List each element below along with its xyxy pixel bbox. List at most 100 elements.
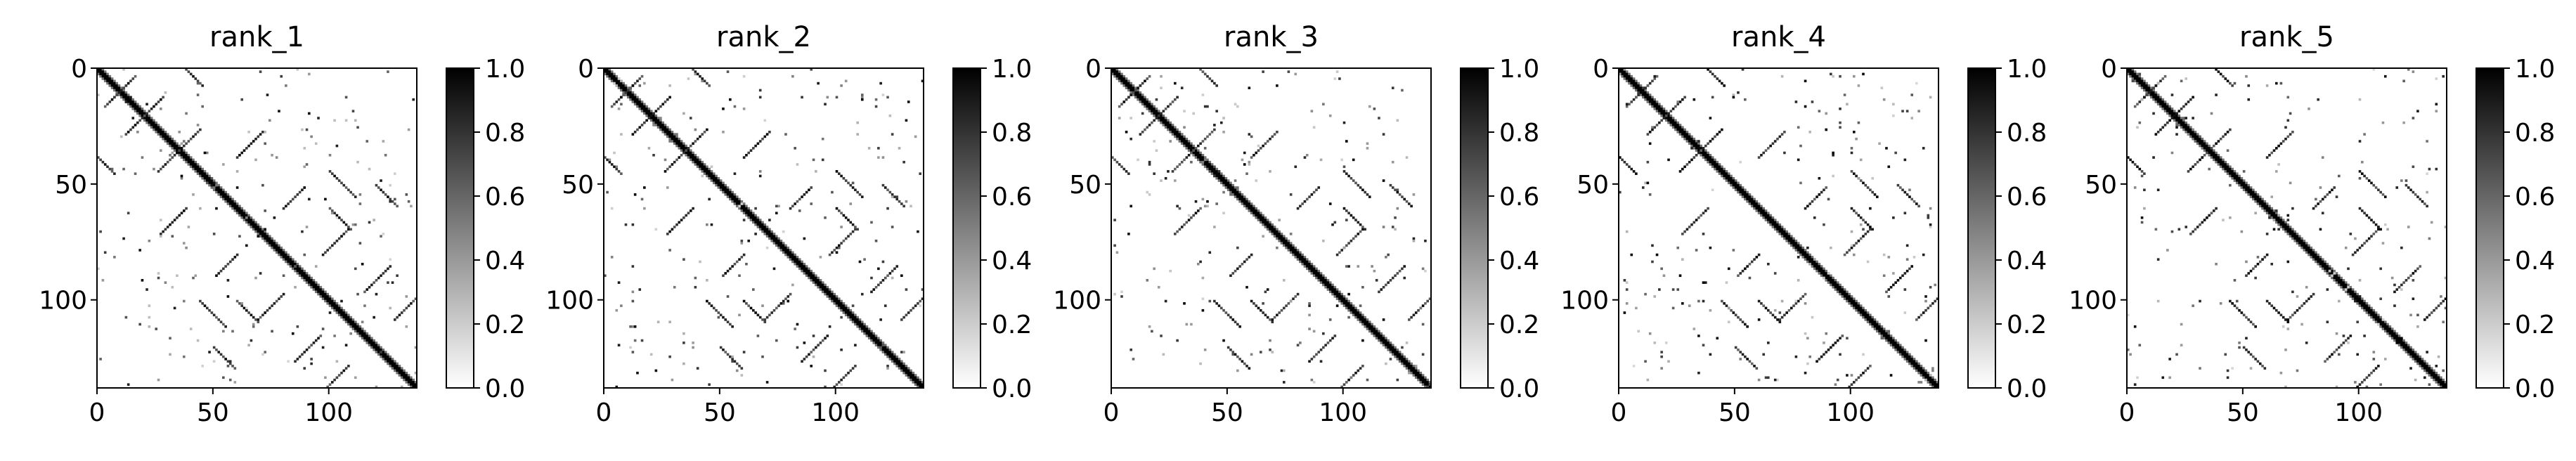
- heatmap-cell: [245, 216, 248, 219]
- heatmap-cell: [854, 365, 857, 368]
- heatmap-cell: [796, 346, 799, 349]
- heatmap-cell: [305, 163, 309, 166]
- heatmap-cell: [2129, 70, 2132, 73]
- heatmap-cell: [640, 103, 644, 106]
- heatmap-cell: [106, 165, 109, 169]
- heatmap-cell: [1748, 197, 1752, 201]
- heatmap-cell: [884, 344, 887, 346]
- heatmap-cell: [205, 179, 209, 182]
- heatmap-cell: [2201, 140, 2204, 143]
- heatmap-cell: [1164, 124, 1167, 126]
- heatmap-cell: [1753, 197, 1756, 201]
- heatmap-cell: [136, 105, 139, 108]
- heatmap-cell: [777, 246, 780, 249]
- heatmap-cell: [103, 105, 107, 108]
- heatmap-cell: [1331, 292, 1334, 296]
- heatmap-cell: [1846, 290, 1849, 294]
- heatmap-cell: [1850, 295, 1853, 298]
- heatmap-cell: [1120, 165, 1123, 169]
- heatmap-cell: [1739, 318, 1742, 321]
- heatmap-cell: [210, 176, 214, 180]
- heatmap-cell: [2161, 100, 2165, 103]
- heatmap-cell: [1707, 68, 1709, 71]
- heatmap-cell: [1352, 311, 1355, 314]
- heatmap-cell: [842, 214, 846, 217]
- heatmap-cell: [1276, 228, 1279, 231]
- heatmap-cell: [787, 249, 790, 252]
- heatmap-cell: [2156, 100, 2160, 103]
- heatmap-cell: [840, 306, 843, 310]
- heatmap-cell: [1855, 299, 1858, 303]
- heatmap-cell: [398, 371, 401, 375]
- heatmap-cell: [224, 197, 227, 201]
- heatmap-cell: [1148, 160, 1151, 164]
- heatmap-cell: [110, 79, 114, 83]
- heatmap-cell: [235, 186, 239, 189]
- heatmap-cell: [835, 295, 839, 298]
- colorbar-tick-label: 0.6: [2007, 183, 2047, 212]
- heatmap-cell: [735, 369, 739, 372]
- heatmap-cell: [1778, 318, 1782, 321]
- heatmap-cell: [1681, 135, 1684, 138]
- heatmap-cell: [1825, 274, 1828, 278]
- heatmap-cell: [687, 149, 690, 152]
- heatmap-cell: [219, 190, 223, 194]
- heatmap-cell: [2224, 170, 2227, 173]
- heatmap-cell: [1199, 362, 1202, 365]
- heatmap-cell: [1931, 367, 1934, 370]
- heatmap-cell: [254, 226, 257, 228]
- heatmap-cell: [2163, 103, 2167, 106]
- heatmap-cell: [1662, 108, 1666, 110]
- heatmap-cell: [215, 183, 218, 187]
- heatmap-cell: [1887, 342, 1891, 344]
- heatmap-cell: [812, 335, 815, 337]
- heatmap-cell: [1931, 302, 1934, 305]
- heatmap-cell: [1201, 160, 1205, 164]
- heatmap-cell: [1760, 214, 1763, 217]
- heatmap-cell: [1169, 131, 1172, 134]
- heatmap-cell: [613, 72, 616, 76]
- heatmap-cell: [1625, 281, 1629, 284]
- heatmap-cell: [694, 163, 697, 166]
- heatmap-cell: [226, 197, 230, 201]
- heatmap-cell: [403, 371, 406, 375]
- heatmap-cell: [264, 239, 266, 242]
- heatmap-cell: [261, 235, 264, 238]
- heatmap-cell: [1875, 323, 1879, 326]
- heatmap-cell: [1936, 385, 1939, 389]
- heatmap-cell: [1248, 163, 1251, 166]
- heatmap-cell: [706, 167, 708, 171]
- heatmap-cell: [706, 172, 708, 175]
- heatmap-cell: [1887, 335, 1891, 337]
- heatmap-cell: [1308, 267, 1311, 271]
- heatmap-cell: [877, 344, 880, 346]
- heatmap-cell: [203, 174, 207, 178]
- heatmap-cell: [2229, 165, 2232, 169]
- heatmap-cell: [782, 251, 785, 254]
- heatmap-cell: [1222, 117, 1225, 119]
- heatmap-cell: [1269, 223, 1271, 226]
- heatmap-cell: [694, 153, 697, 157]
- heatmap-cell: [164, 163, 167, 166]
- heatmap-cell: [1342, 302, 1346, 305]
- heatmap-cell: [1799, 144, 1802, 148]
- heatmap-cell: [1364, 316, 1366, 319]
- heatmap-cell: [1151, 121, 1153, 124]
- heatmap-cell: [1635, 86, 1638, 89]
- heatmap-cell: [1350, 376, 1353, 379]
- heatmap-cell: [157, 100, 160, 103]
- heatmap-cell: [1248, 133, 1251, 136]
- heatmap-cell: [303, 351, 306, 353]
- heatmap-cells: [97, 68, 418, 389]
- heatmap-cell: [1231, 193, 1235, 196]
- heatmap-cell: [1737, 181, 1740, 185]
- heatmap-cell: [1934, 385, 1937, 389]
- heatmap-cell: [1841, 288, 1844, 291]
- heatmap-cell: [1359, 223, 1362, 226]
- heatmap-cell: [162, 96, 164, 99]
- heatmap-cell: [1217, 170, 1221, 173]
- heatmap-cell: [810, 68, 813, 71]
- heatmap-cell: [1915, 367, 1918, 370]
- heatmap-cell: [1690, 140, 1693, 143]
- heatmap-cell: [1354, 306, 1357, 310]
